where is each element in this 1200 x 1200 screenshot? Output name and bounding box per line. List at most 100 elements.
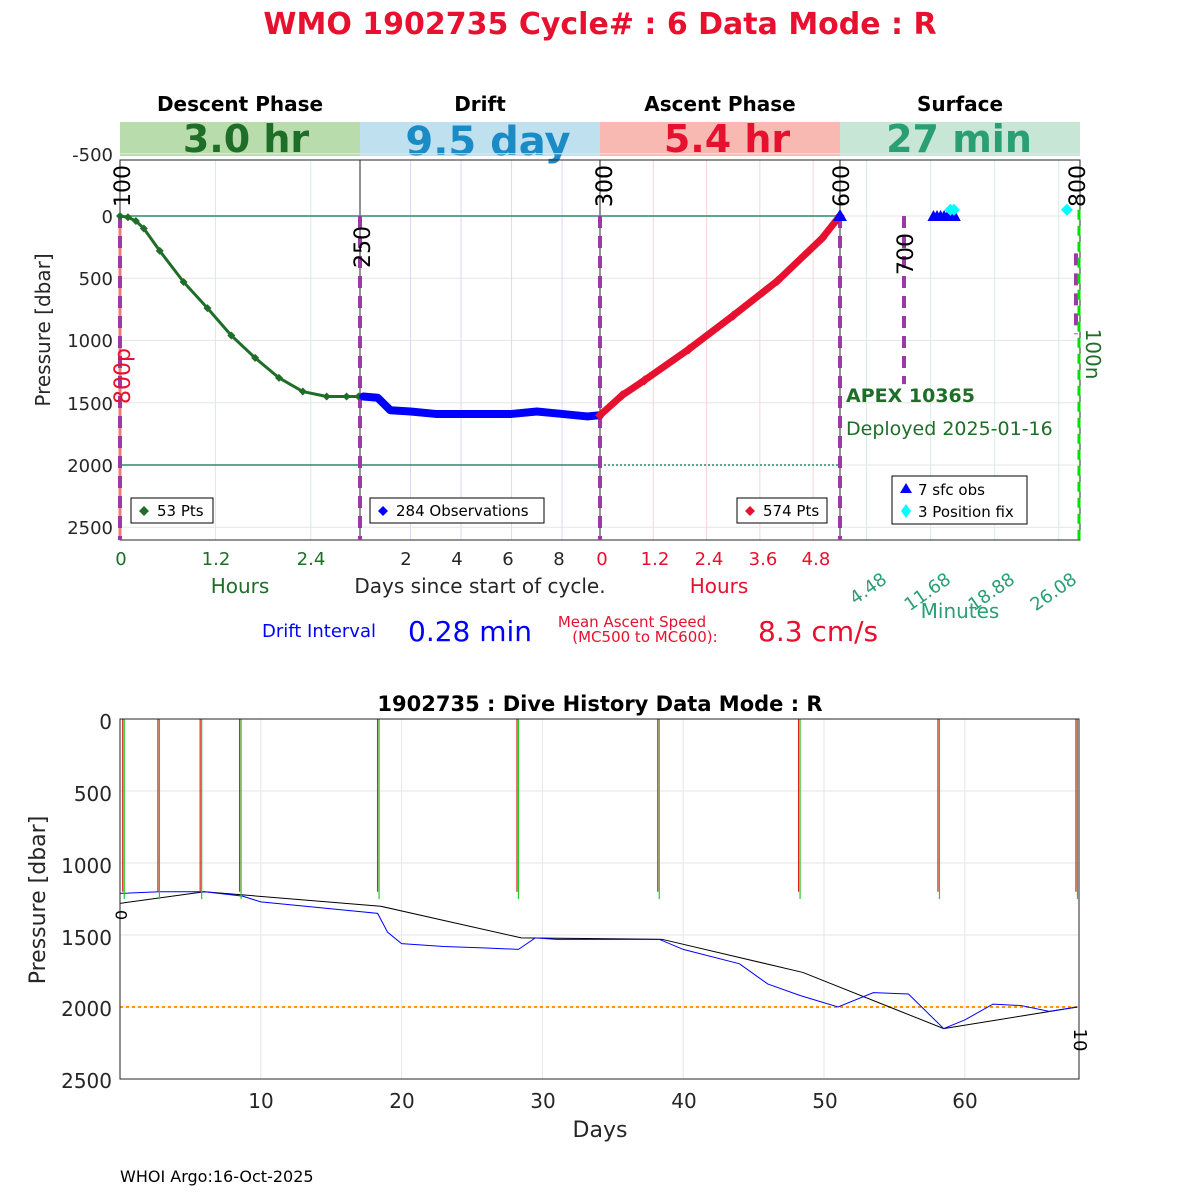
drift-duration: 9.5 day — [405, 119, 570, 165]
ascent-band — [600, 122, 840, 156]
drift-point — [431, 409, 440, 418]
ascent-phase-label: Ascent Phase — [644, 92, 795, 116]
drift-point — [359, 392, 368, 401]
legend-marker — [901, 504, 911, 518]
top-x-axes: 0 1.2 2.4 Hours 2 4 6 8 Days since start… — [115, 549, 1081, 623]
descent-point — [203, 304, 212, 313]
footer-credit: WHOI Argo:16-Oct-2025 — [120, 1167, 314, 1186]
surface-legend: 7 sfc obs 3 Position fix — [891, 475, 1028, 525]
drift-point — [457, 409, 466, 418]
red-marker-label: 800p — [111, 348, 136, 404]
y-tick-label: 1000 — [67, 331, 113, 352]
marker-label: 800 — [1066, 165, 1091, 207]
y-tick-label: 500 — [74, 782, 112, 806]
end-cycle-label: 10 — [1069, 1029, 1090, 1052]
descent-point — [116, 212, 124, 220]
ascent-speed-sublabel: (MC500 to MC600): — [572, 628, 717, 646]
ascent-x-label: Hours — [690, 574, 749, 598]
drift-point — [406, 407, 415, 416]
marker-label: 600 — [830, 165, 855, 207]
bottom-x-axis: 10 20 30 40 50 60 Days 0 10 — [112, 910, 1090, 1143]
start-cycle-label: 0 — [112, 910, 131, 920]
cycle-stats: Drift Interval 0.28 min Mean Ascent Spee… — [262, 613, 878, 648]
ascent-legend: 574 Pts — [736, 497, 828, 524]
y-tick-label: 1000 — [61, 854, 112, 878]
descent-point — [342, 392, 351, 401]
bottom-y-axis: 0 500 1000 1500 2000 2500 Pressure [dbar… — [26, 710, 112, 1093]
float-info: APEX 10365 Deployed 2025-01-16 — [846, 385, 1053, 440]
surface-phase-label: Surface — [917, 92, 1003, 116]
descent-phase-label: Descent Phase — [157, 92, 323, 116]
deployment-date: Deployed 2025-01-16 — [846, 418, 1053, 440]
drift-point — [373, 393, 382, 402]
x-tick-label: 30 — [530, 1089, 555, 1113]
bottom-y-axis-label: Pressure [dbar] — [26, 816, 51, 985]
bottom-plot-frame — [119, 718, 1080, 1080]
drift-profile-line — [359, 392, 604, 421]
marker-label: 300 — [593, 165, 618, 207]
descent-point — [251, 353, 260, 362]
surface-obs-legend-text: 7 sfc obs — [918, 481, 985, 499]
descent-point — [139, 224, 148, 233]
ascent-x-tick: 4.8 — [802, 549, 831, 570]
bottom-x-axis-label: Days — [573, 1118, 628, 1143]
x-tick-label: 50 — [812, 1089, 837, 1113]
legend-marker — [378, 506, 388, 516]
descent-x-tick: 0 — [115, 549, 126, 570]
y-tick-label: 1500 — [61, 926, 112, 950]
descent-legend-text: 53 Pts — [157, 502, 204, 520]
descent-point — [155, 246, 164, 255]
y-tick-label: 2000 — [61, 997, 112, 1021]
descent-point — [131, 216, 140, 225]
legend-marker — [745, 506, 755, 516]
surface-arrival-point — [833, 209, 847, 221]
position-fix-point — [947, 203, 960, 216]
y-tick-label: 2000 — [67, 456, 113, 477]
float-name: APEX 10365 — [846, 385, 975, 407]
y-tick-label: 500 — [79, 269, 113, 290]
marker-label: 100 — [111, 165, 136, 207]
surface-duration: 27 min — [886, 117, 1032, 161]
ascent-point — [595, 410, 605, 421]
ascent-point — [772, 275, 783, 286]
green-marker-label: 100n — [1081, 329, 1105, 380]
ascent-point — [617, 390, 628, 401]
drift-phase-label: Drift — [454, 92, 506, 116]
top-y-axis-label: Pressure [dbar] — [31, 253, 55, 406]
y-tick-label: 1500 — [67, 394, 113, 415]
y-tick-label: 0 — [99, 710, 112, 734]
ascent-x-tick: 1.2 — [641, 549, 670, 570]
surface-x-tick: 26.08 — [1027, 569, 1081, 616]
x-tick-label: 40 — [671, 1089, 696, 1113]
top-y-axis: -500 0 500 1000 1500 2000 2500 Pressure … — [31, 145, 113, 539]
legend-marker — [139, 506, 149, 516]
mean-drift-line — [119, 891, 1078, 1030]
marker-label: 250 — [351, 226, 376, 268]
descent-x-tick: 2.4 — [297, 549, 326, 570]
drift-point — [583, 412, 592, 421]
descent-point — [227, 331, 236, 340]
ascent-duration: 5.4 hr — [664, 117, 791, 161]
ascent-point — [639, 375, 650, 386]
drift-x-tick: 2 — [400, 549, 411, 570]
top-series-layer — [116, 203, 1081, 540]
legend-marker — [900, 483, 912, 493]
descent-x-tick: 1.2 — [202, 549, 231, 570]
phase-duration-bands: 3.0 hr 9.5 day 5.4 hr 27 min — [120, 117, 1080, 165]
ascent-speed-label: Mean Ascent Speed — [558, 613, 706, 631]
descent-point — [123, 213, 132, 222]
legends: 53 Pts 284 Observations 574 Pts 7 sfc ob… — [130, 475, 1028, 525]
ascent-point — [683, 344, 694, 355]
ascent-point — [728, 310, 739, 321]
drift-legend: 284 Observations — [369, 497, 545, 524]
descent-point — [298, 387, 307, 396]
descent-point — [275, 373, 283, 382]
ascent-point — [817, 233, 827, 244]
surface-fix-legend-text: 3 Position fix — [918, 503, 1014, 521]
surface-band — [840, 122, 1080, 156]
drift-band — [360, 122, 600, 156]
descent-point — [179, 277, 188, 286]
bottom-series-layer — [119, 719, 1079, 1030]
descent-point — [322, 392, 331, 401]
